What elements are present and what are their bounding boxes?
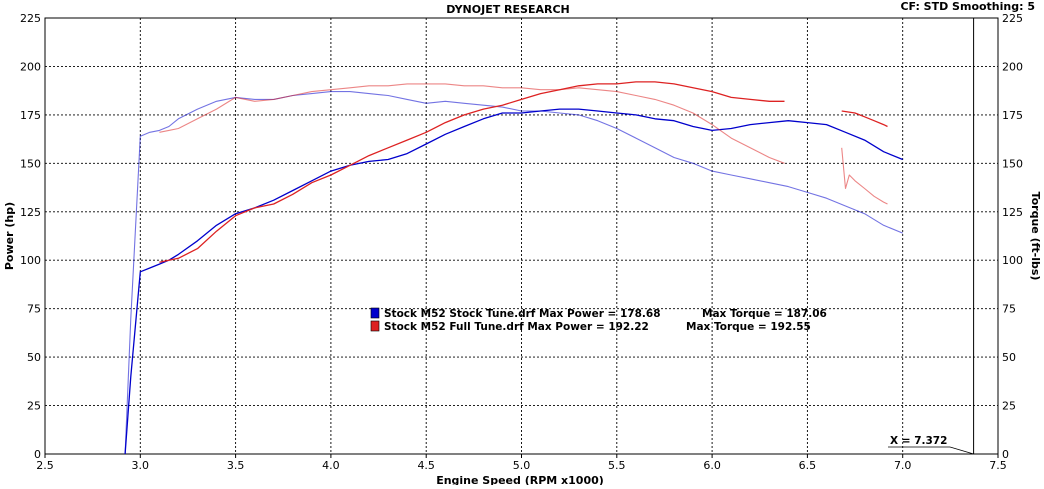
chart-settings: CF: STD Smoothing: 5 (900, 0, 1035, 13)
y-axis-title: Power (hp) (3, 202, 16, 270)
y2-tick-label: 225 (1002, 12, 1023, 25)
series-lines (124, 81, 903, 455)
series-2-torque-line (159, 83, 785, 164)
series-2-power-line-tail (841, 110, 888, 128)
series-2-power-line (159, 81, 785, 263)
y2-tick-label: 125 (1002, 206, 1023, 219)
y2-tick-label: 200 (1002, 60, 1023, 73)
y-tick-label: 75 (27, 303, 41, 316)
y-tick-label: 150 (20, 157, 41, 170)
x-tick-label: 6.0 (703, 459, 721, 472)
series-1-power-line (124, 108, 903, 455)
y-tick-label: 100 (20, 254, 41, 267)
x-tick-label: 5.5 (608, 459, 626, 472)
x-tick-label: 7.0 (894, 459, 912, 472)
marker-label: X = 7.372 (890, 435, 947, 447)
y2-tick-label: 150 (1002, 157, 1023, 170)
y-tick-label: 225 (20, 12, 41, 25)
y-tick-label: 200 (20, 60, 41, 73)
y-tick-label: 25 (27, 400, 41, 413)
legend-entry-torque: Max Torque = 192.55 (686, 321, 811, 333)
legend-swatch (370, 307, 380, 319)
legend: Stock M52 Stock Tune.drf Max Power = 178… (370, 307, 827, 333)
x-tick-label: 4.0 (322, 459, 340, 472)
y2-tick-label: 175 (1002, 109, 1023, 122)
x-tick-label: 2.5 (36, 459, 54, 472)
tick-labels: 2.5 3.0 3.5 4.0 4.5 5.0 5.5 6.0 6.5 7.0 7.50 025 255… (20, 12, 1023, 472)
series-2-torque-line-tail (841, 147, 888, 205)
y2-tick-label: 75 (1002, 303, 1016, 316)
y-tick-label: 125 (20, 206, 41, 219)
y2-tick-label: 25 (1002, 400, 1016, 413)
legend-entry-torque: Max Torque = 187.06 (702, 308, 827, 320)
x-tick-label: 3.0 (132, 459, 150, 472)
grid (44, 17, 999, 458)
y2-axis-title: Torque (ft-lbs) (1029, 192, 1042, 281)
legend-swatch (370, 320, 380, 332)
y-tick-label: 175 (20, 109, 41, 122)
x-tick-label: 7.5 (989, 459, 1007, 472)
y-tick-label: 0 (34, 448, 41, 461)
y2-tick-label: 50 (1002, 351, 1016, 364)
y2-tick-label: 0 (1002, 448, 1009, 461)
x-axis-title: Engine Speed (RPM x1000) (436, 474, 604, 485)
y-tick-label: 50 (27, 351, 41, 364)
y2-tick-label: 100 (1002, 254, 1023, 267)
x-tick-label: 6.5 (799, 459, 817, 472)
x-tick-label: 5.0 (513, 459, 531, 472)
legend-entry-text: Stock M52 Stock Tune.drf Max Power = 178… (384, 308, 661, 320)
legend-entry-text: Stock M52 Full Tune.drf Max Power = 192.… (384, 321, 649, 333)
series-1-torque-line (124, 91, 903, 455)
marker-pointer (949, 446, 974, 455)
x-tick-label: 4.5 (417, 459, 435, 472)
cursor-marker: X = 7.372 (888, 18, 975, 455)
x-tick-label: 3.5 (227, 459, 245, 472)
chart-title: DYNOJET RESEARCH (446, 3, 569, 16)
